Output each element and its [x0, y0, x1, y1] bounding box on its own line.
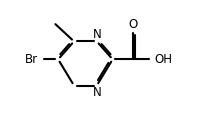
- Text: O: O: [128, 18, 137, 31]
- Text: N: N: [92, 86, 101, 99]
- Text: OH: OH: [155, 53, 173, 66]
- Text: Br: Br: [25, 53, 38, 66]
- Text: N: N: [92, 28, 101, 41]
